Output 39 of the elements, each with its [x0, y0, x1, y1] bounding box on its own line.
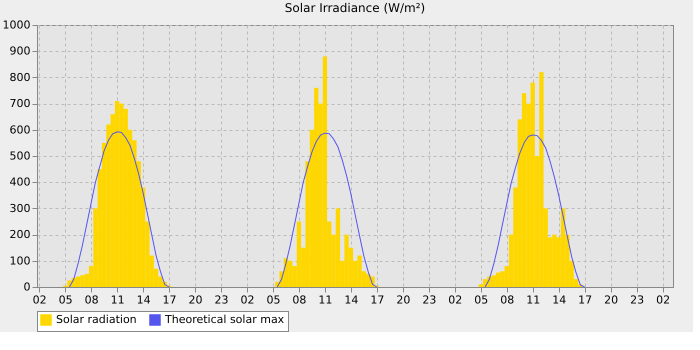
- x-tick-label: 23: [630, 294, 644, 306]
- y-tick-label: 500: [10, 150, 30, 162]
- y-tick-label: 0: [24, 280, 30, 294]
- x-tick-label: 20: [188, 294, 203, 306]
- y-tick-label: 900: [10, 44, 30, 58]
- x-tick-label: 02: [656, 294, 670, 306]
- x-tick-label: 08: [500, 294, 514, 306]
- x-tick-label: 02: [240, 294, 254, 306]
- y-tick-label: 400: [10, 176, 30, 189]
- legend-label: Solar radiation: [56, 313, 137, 326]
- x-tick-label: 17: [162, 294, 177, 306]
- y-tick-label: 100: [10, 254, 30, 268]
- legend-label: Theoretical solar max: [164, 313, 285, 326]
- x-tick-label: 02: [32, 294, 47, 306]
- y-tick-label: 800: [10, 70, 30, 84]
- x-tick-label: 17: [578, 294, 592, 306]
- x-tick-label: 23: [422, 294, 436, 306]
- x-tick-label: 11: [318, 294, 332, 306]
- x-tick-label: 14: [552, 294, 566, 306]
- x-tick-label: 05: [474, 294, 488, 306]
- x-tick-label: 14: [136, 294, 151, 306]
- x-tick-label: 05: [58, 294, 73, 306]
- y-tick-label: 300: [10, 202, 30, 215]
- y-tick-label: 600: [10, 123, 30, 136]
- y-tick-label: 700: [10, 97, 30, 110]
- x-tick-label: 02: [448, 294, 462, 306]
- x-tick-label: 14: [344, 294, 358, 306]
- y-tick-label: 1000: [2, 18, 30, 32]
- chart-title: Solar Irradiance (W/m²): [284, 1, 426, 15]
- x-tick-label: 11: [526, 294, 540, 306]
- x-tick-label: 08: [84, 294, 99, 306]
- x-tick-label: 20: [604, 294, 618, 306]
- x-tick-label: 23: [214, 294, 229, 306]
- x-tick-label: 20: [396, 294, 410, 306]
- x-tick-label: 05: [266, 294, 280, 306]
- x-tick-label: 11: [110, 294, 125, 306]
- x-tick-label: 17: [370, 294, 384, 306]
- x-tick-label: 08: [292, 294, 306, 306]
- y-tick-label: 200: [10, 228, 30, 242]
